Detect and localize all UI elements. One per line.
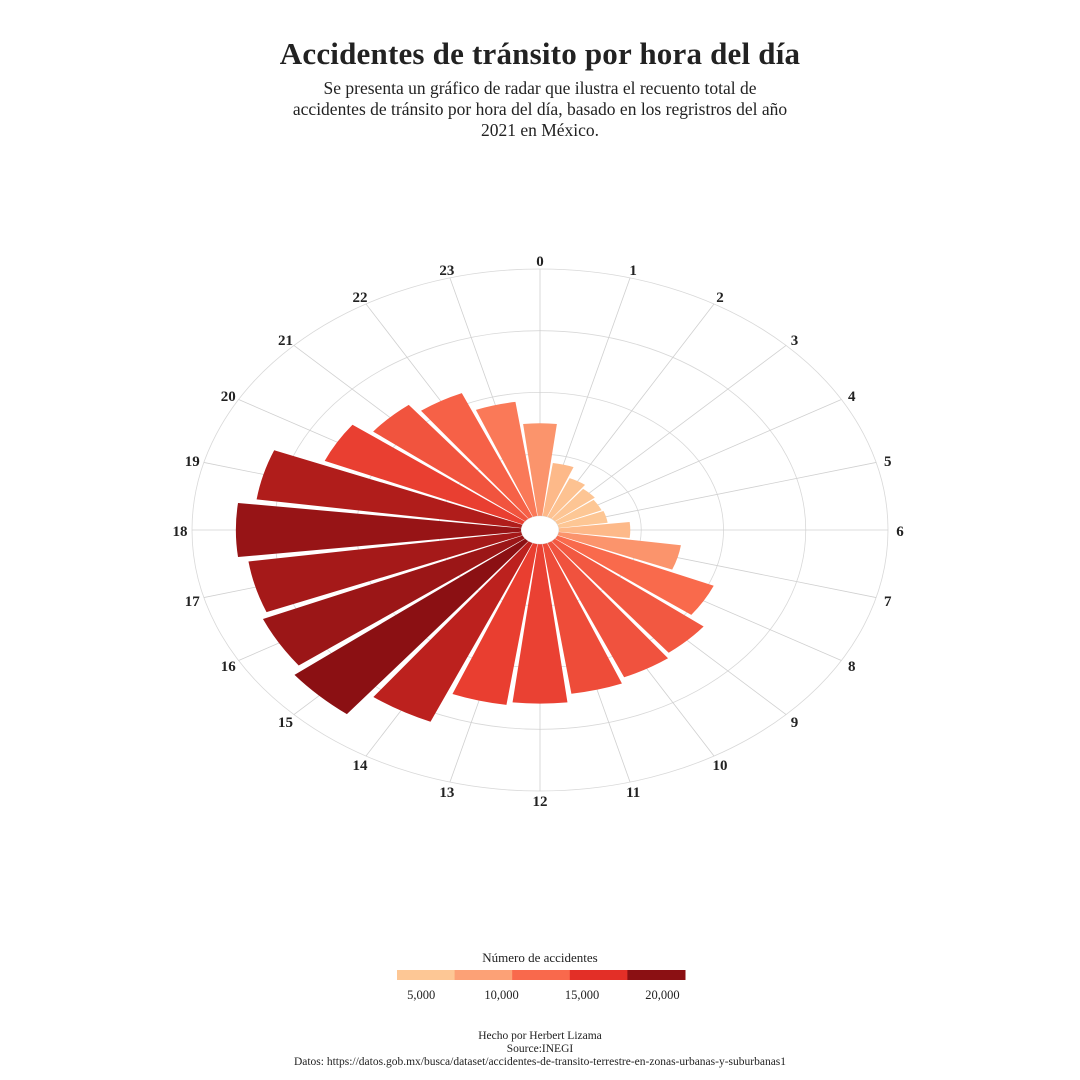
bar-hour-14: [373, 541, 533, 722]
legend-tick-label: 15,000: [565, 988, 599, 1002]
bar-hour-6: [558, 521, 631, 539]
bars: [235, 393, 714, 722]
legend-title: Número de accidentes: [482, 950, 598, 965]
hour-label-14: 14: [353, 758, 369, 774]
bar-hour-8: [555, 535, 714, 615]
hour-label-22: 22: [353, 290, 368, 306]
legend-swatch: [397, 970, 456, 980]
bar-hour-23: [475, 401, 538, 517]
bar-hour-9: [551, 538, 704, 653]
hour-label-21: 21: [278, 333, 293, 349]
grid-spoke: [558, 462, 877, 527]
chart-title: Accidentes de tránsito por hora del día: [279, 36, 801, 71]
grid-spoke: [556, 399, 842, 524]
bar-hour-10: [547, 541, 669, 678]
hour-label-17: 17: [185, 594, 201, 610]
bar-hour-12: [512, 544, 568, 704]
bar-hour-4: [555, 499, 602, 525]
legend-tick-label: 20,000: [645, 988, 679, 1002]
bar-hour-17: [248, 532, 523, 613]
bar-hour-0: [523, 423, 557, 516]
caption: Hecho por Herbert Lizama Source:INEGI Da…: [0, 1030, 1080, 1069]
bar-hour-1: [542, 462, 574, 517]
hour-label-16: 16: [221, 659, 237, 675]
bar-hour-21: [373, 404, 529, 522]
hour-label-9: 9: [791, 715, 799, 731]
bar-hour-15: [294, 538, 529, 715]
bar-hour-7: [557, 532, 681, 570]
bar-hour-20: [324, 424, 525, 525]
legend-tick-label: 10,000: [484, 988, 518, 1002]
hour-label-15: 15: [278, 715, 293, 731]
hour-label-8: 8: [848, 659, 856, 675]
hour-label-23: 23: [439, 263, 454, 279]
hour-label-2: 2: [716, 290, 724, 306]
hour-label-13: 13: [439, 785, 454, 801]
bar-hour-13: [452, 543, 538, 705]
hour-label-6: 6: [896, 524, 904, 540]
bar-hour-5: [557, 510, 608, 528]
hour-label-18: 18: [173, 524, 188, 540]
bar-hour-2: [547, 478, 586, 519]
chart-subtitle: Se presenta un gráfico de radar que ilus…: [292, 78, 788, 140]
hour-label-11: 11: [626, 785, 640, 801]
bar-hour-18: [235, 502, 522, 558]
bar-hour-19: [256, 450, 523, 528]
bar-hour-16: [262, 535, 525, 666]
legend-swatch: [512, 970, 571, 980]
legend-swatch: [569, 970, 628, 980]
hour-label-7: 7: [884, 594, 892, 610]
bar-hour-3: [551, 488, 595, 522]
caption-source: Source:INEGI: [506, 1043, 574, 1055]
bar-hour-22: [421, 393, 533, 519]
hour-label-4: 4: [848, 389, 856, 405]
bar-hour-11: [542, 543, 622, 694]
caption-data-url: Datos: https://datos.gob.mx/busca/datase…: [293, 1056, 787, 1068]
legend-tick-label: 5,000: [407, 988, 435, 1002]
hour-label-12: 12: [533, 794, 548, 810]
hour-label-0: 0: [536, 254, 544, 270]
hour-label-20: 20: [221, 389, 236, 405]
grid-spoke: [553, 345, 787, 521]
color-legend: 5,000 10,000 15,000 20,000: [397, 970, 686, 1002]
grid-ring: [520, 515, 560, 545]
legend-swatch: [454, 970, 513, 980]
hour-label-1: 1: [629, 263, 637, 279]
hour-label-19: 19: [185, 454, 200, 470]
hour-label-3: 3: [791, 333, 799, 349]
hour-label-5: 5: [884, 454, 892, 470]
caption-author: Hecho por Herbert Lizama: [478, 1030, 602, 1042]
hour-label-10: 10: [713, 758, 728, 774]
legend-swatch: [627, 970, 686, 980]
